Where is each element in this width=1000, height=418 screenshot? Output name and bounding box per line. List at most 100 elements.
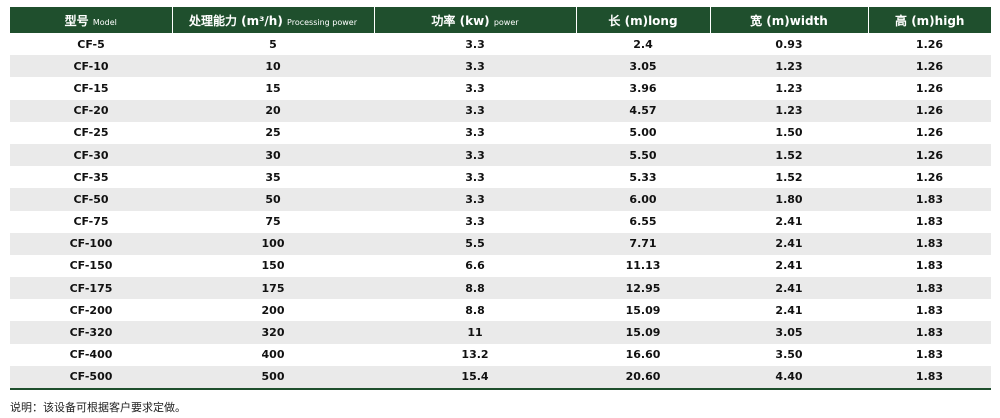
- cell-width: 3.05: [710, 321, 868, 344]
- cell-power: 8.8: [374, 277, 576, 300]
- cell-width: 1.80: [710, 188, 868, 211]
- cell-width: 2.41: [775, 303, 803, 317]
- cell-power: 11: [374, 321, 576, 344]
- cell-length: 5.00: [629, 126, 657, 140]
- header-height: 高 (m)high: [867, 7, 991, 33]
- header-label: 宽 (m)width: [750, 13, 828, 28]
- cell-height: 1.26: [868, 99, 991, 122]
- cell-height: 1.26: [915, 37, 944, 51]
- header-label: 型号: [64, 13, 89, 28]
- table-row: CF-175 175 8.8 12.95 2.41 1.83: [10, 277, 991, 300]
- cell-model: CF-5: [77, 37, 105, 51]
- cell-processing-power: 200: [261, 303, 285, 317]
- cell-height: 1.83: [868, 365, 991, 391]
- cell-model: CF-20: [10, 99, 172, 122]
- cell-length: 3.96: [629, 81, 657, 95]
- cell-width: 1.23: [710, 99, 868, 122]
- cell-width: 2.41: [775, 215, 803, 229]
- cell-width: 2.41: [775, 259, 803, 273]
- cell-processing-power: 150: [261, 259, 285, 273]
- cell-width: 2.41: [710, 277, 868, 300]
- cell-processing-power: 10: [172, 55, 374, 78]
- cell-power: 3.3: [374, 55, 576, 78]
- table-row: CF-200 200 8.8 15.09 2.41 1.83: [10, 299, 991, 321]
- cell-height: 1.83: [915, 348, 944, 362]
- cell-processing-power: 20: [172, 99, 374, 122]
- cell-model: CF-500: [10, 365, 172, 391]
- cell-length: 15.09: [576, 321, 710, 344]
- cell-height: 1.83: [868, 277, 991, 300]
- cell-model: CF-15: [73, 81, 109, 95]
- cell-length: 15.09: [625, 303, 661, 317]
- cell-power: 8.8: [465, 303, 485, 317]
- cell-height: 1.83: [915, 215, 944, 229]
- cell-processing-power: 30: [172, 143, 374, 167]
- table-header: 型号 Model 处理能力 (m³/h) Processing power 功率 (…: [10, 7, 991, 33]
- cell-processing-power: 100: [172, 232, 374, 255]
- cell-length: 3.05: [576, 55, 710, 78]
- cell-model: CF-10: [10, 55, 172, 78]
- cell-processing-power: 75: [265, 215, 281, 229]
- cell-width: 3.50: [775, 348, 803, 362]
- cell-model: CF-150: [69, 259, 113, 273]
- cell-model: CF-200: [69, 303, 113, 317]
- cell-height: 1.83: [915, 259, 944, 273]
- header-model: 型号 Model: [10, 7, 172, 33]
- cell-height: 1.26: [868, 143, 991, 167]
- cell-power: 3.3: [374, 188, 576, 211]
- header-length: 长 (m)long: [575, 7, 710, 33]
- table-row: CF-35 35 3.3 5.33 1.52 1.26: [10, 166, 991, 188]
- header-sublabel: Model: [92, 17, 117, 27]
- cell-power: 13.2: [461, 348, 489, 362]
- cell-length: 16.60: [625, 348, 661, 362]
- cell-power: 3.3: [465, 215, 485, 229]
- cell-width: 1.50: [775, 126, 803, 140]
- header-width: 宽 (m)width: [709, 7, 868, 33]
- cell-model: CF-25: [73, 126, 109, 140]
- cell-power: 15.4: [374, 365, 576, 391]
- cell-height: 1.26: [915, 126, 944, 140]
- footnote: 说明：该设备可根据客户要求定做。: [10, 401, 186, 414]
- cell-power: 3.3: [465, 37, 485, 51]
- cell-length: 7.71: [576, 232, 710, 255]
- cell-model: CF-30: [10, 143, 172, 167]
- cell-height: 1.83: [868, 232, 991, 255]
- cell-model: CF-50: [10, 188, 172, 211]
- cell-length: 11.13: [625, 259, 661, 273]
- cell-height: 1.83: [915, 303, 944, 317]
- cell-processing-power: 320: [172, 321, 374, 344]
- cell-height: 1.26: [915, 170, 944, 184]
- header-label: 处理能力 (m³/h): [188, 13, 283, 28]
- cell-processing-power: 500: [172, 365, 374, 391]
- cell-length: 2.4: [633, 37, 653, 51]
- cell-processing-power: 175: [172, 277, 374, 300]
- cell-length: 5.50: [576, 143, 710, 167]
- cell-length: 6.55: [629, 215, 657, 229]
- cell-width: 1.23: [775, 81, 803, 95]
- cell-length: 20.60: [576, 365, 710, 391]
- table-row: CF-25 25 3.3 5.00 1.50 1.26: [10, 122, 991, 144]
- cell-model: CF-175: [10, 277, 172, 300]
- header-processing-power: 处理能力 (m³/h) Processing power: [171, 7, 374, 33]
- cell-processing-power: 35: [265, 170, 281, 184]
- table-body: CF-5 5 3.3 2.4 0.93 1.26 CF-10 10 3.3 3.05 1.23 1.2…: [10, 33, 991, 391]
- cell-length: 5.33: [629, 170, 657, 184]
- cell-power: 3.3: [465, 81, 485, 95]
- table-row: CF-320 320 11 15.09 3.05 1.83: [10, 321, 991, 344]
- header-sublabel: power: [493, 17, 519, 27]
- cell-model: CF-400: [69, 348, 113, 362]
- table-row: CF-20 20 3.3 4.57 1.23 1.26: [10, 99, 991, 122]
- cell-height: 1.83: [868, 321, 991, 344]
- table-row: CF-30 30 3.3 5.50 1.52 1.26: [10, 143, 991, 167]
- cell-model: CF-320: [10, 321, 172, 344]
- cell-width: 1.23: [710, 55, 868, 78]
- header-label: 功率 (kw): [431, 13, 490, 28]
- cell-processing-power: 400: [261, 348, 285, 362]
- table-row: CF-10 10 3.3 3.05 1.23 1.26: [10, 55, 991, 78]
- table-row: CF-150 150 6.6 11.13 2.41 1.83: [10, 255, 991, 277]
- cell-power: 5.5: [374, 232, 576, 255]
- table-row: CF-500 500 15.4 20.60 4.40 1.83: [10, 365, 991, 391]
- cell-power: 3.3: [374, 143, 576, 167]
- cell-power: 3.3: [465, 126, 485, 140]
- cell-processing-power: 50: [172, 188, 374, 211]
